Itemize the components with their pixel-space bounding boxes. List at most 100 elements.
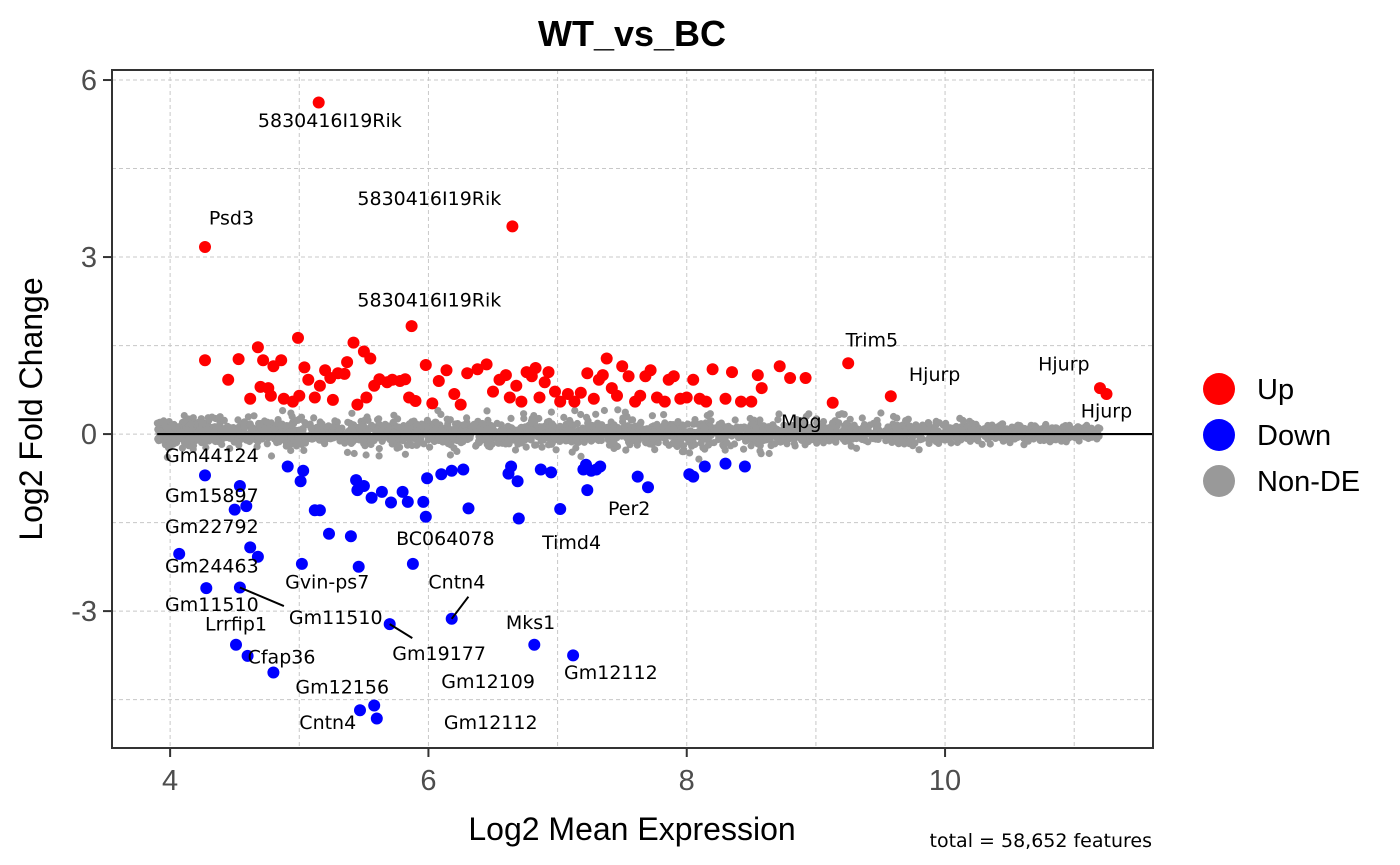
non-de-point <box>331 417 339 425</box>
non-de-point <box>783 440 791 448</box>
non-de-point <box>368 435 376 444</box>
up-point <box>700 395 713 408</box>
non-de-point <box>287 446 295 455</box>
non-de-point <box>591 435 599 443</box>
up-point <box>338 367 351 380</box>
non-de-point <box>250 412 258 420</box>
non-de-point <box>494 439 503 447</box>
point-label: Psd3 <box>209 208 254 230</box>
non-de-point <box>646 440 654 448</box>
non-de-point <box>974 434 982 442</box>
non-de-point <box>945 426 953 435</box>
non-de-point <box>968 419 976 427</box>
non-de-point <box>547 408 556 416</box>
down-point <box>228 503 241 516</box>
point-label: Cntn4 <box>299 712 356 734</box>
down-point <box>396 485 409 498</box>
up-point <box>244 392 257 405</box>
non-de-point <box>348 409 356 417</box>
non-de-point <box>525 434 533 443</box>
non-de-point <box>507 414 515 422</box>
down-point <box>313 504 326 517</box>
up-point <box>351 398 364 411</box>
non-de-point <box>413 427 421 435</box>
non-de-point <box>437 410 445 418</box>
non-de-point <box>999 437 1007 445</box>
non-de-point <box>375 452 383 460</box>
non-de-point <box>244 413 252 421</box>
point-label: Hjurp <box>1038 353 1089 375</box>
up-point <box>842 357 855 370</box>
non-de-point <box>840 426 848 434</box>
non-de-point <box>740 445 748 453</box>
non-de-point <box>531 418 539 426</box>
up-point <box>726 366 738 379</box>
non-de-point <box>629 416 637 424</box>
up-point <box>773 360 786 373</box>
non-de-point <box>1015 425 1023 433</box>
down-point <box>421 472 434 485</box>
non-de-point <box>362 451 370 459</box>
non-de-point <box>502 440 510 448</box>
non-de-point <box>825 437 833 445</box>
non-de-point <box>478 419 486 428</box>
non-de-point <box>619 414 627 422</box>
up-point <box>719 392 732 405</box>
non-de-point <box>348 424 356 432</box>
down-point <box>567 649 580 662</box>
down-point <box>631 470 644 483</box>
non-de-point <box>916 436 925 444</box>
down-point <box>370 712 383 725</box>
point-label: Gm12112 <box>564 662 658 684</box>
down-point <box>534 463 547 476</box>
up-point <box>799 372 812 384</box>
non-de-point <box>800 418 809 426</box>
non-de-point <box>986 440 994 448</box>
up-point <box>658 395 671 408</box>
non-de-point <box>894 439 902 447</box>
non-de-point <box>548 420 556 428</box>
non-de-point <box>637 418 645 426</box>
non-de-point <box>225 426 233 434</box>
up-point <box>542 366 555 379</box>
x-tick-label: 10 <box>929 765 961 797</box>
non-de-point <box>755 436 764 444</box>
non-de-point <box>633 435 641 443</box>
non-de-point <box>328 423 337 431</box>
non-de-point <box>408 441 416 450</box>
non-de-point <box>793 419 802 427</box>
non-de-point <box>595 421 603 429</box>
non-de-point <box>621 408 629 416</box>
non-de-point <box>202 433 210 441</box>
down-point <box>357 480 370 492</box>
up-point <box>277 392 290 405</box>
down-point <box>354 704 366 717</box>
non-de-point <box>427 434 435 443</box>
plot-panel-border <box>111 69 1154 749</box>
non-de-point <box>697 439 705 447</box>
non-de-point <box>310 414 318 422</box>
non-de-point <box>775 410 783 418</box>
non-de-point <box>283 422 291 430</box>
down-point <box>281 460 294 473</box>
non-de-point <box>874 435 882 443</box>
down-point <box>199 469 211 482</box>
down-point <box>385 496 397 509</box>
down-point <box>528 638 541 651</box>
non-de-point <box>219 426 227 434</box>
down-point <box>581 484 594 497</box>
up-point <box>538 376 551 389</box>
non-de-point <box>723 425 731 433</box>
down-point <box>352 560 365 573</box>
down-point <box>698 460 711 473</box>
non-de-point <box>395 423 403 431</box>
down-point <box>417 495 430 508</box>
non-de-point <box>891 423 900 431</box>
non-de-point <box>274 436 282 444</box>
leader-line <box>389 623 413 639</box>
non-de-point <box>752 424 760 432</box>
up-point <box>506 220 519 233</box>
non-de-point <box>572 435 580 443</box>
point-label: 5830416I19Rik <box>357 290 501 312</box>
non-de-point <box>1065 425 1073 433</box>
